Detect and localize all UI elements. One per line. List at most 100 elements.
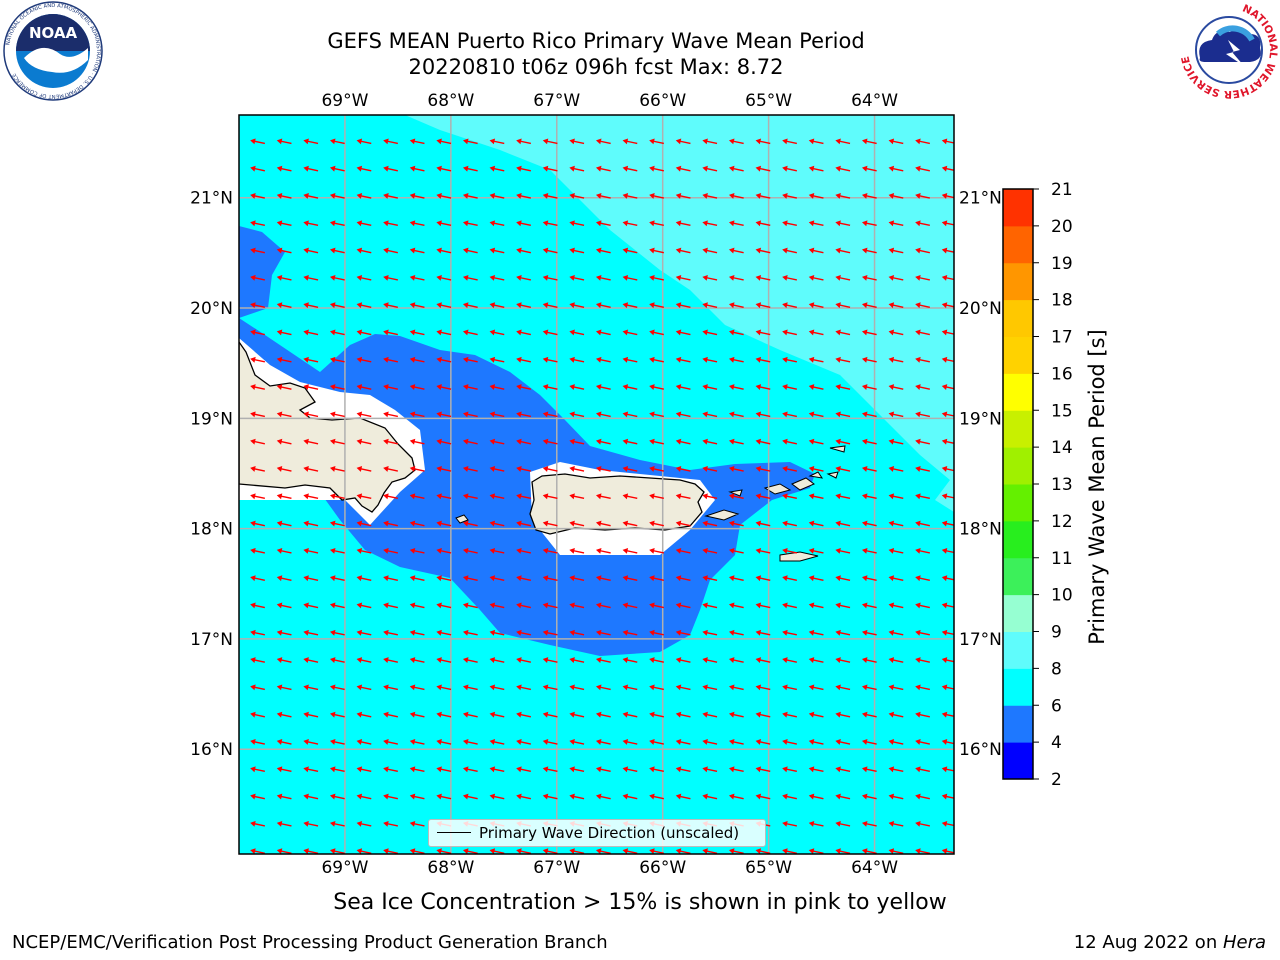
wave-arrow	[941, 629, 954, 636]
wave-arrow	[542, 657, 558, 664]
footer-branch: NCEP/EMC/Verification Post Processing Pr…	[12, 932, 608, 953]
wave-arrow	[595, 193, 611, 199]
wave-arrow	[728, 547, 744, 554]
wave-arrow	[595, 657, 611, 664]
colorbar-tick-label: 9	[1051, 623, 1062, 643]
wave-arrow	[303, 138, 319, 145]
wave-arrow	[250, 356, 265, 363]
wave-arrow	[569, 165, 585, 172]
wave-arrow	[276, 547, 292, 554]
colorbar-segment	[1003, 336, 1033, 374]
wave-arrow	[702, 193, 718, 199]
wave-arrow	[303, 493, 319, 500]
wave-arrow	[622, 629, 638, 636]
lat-tick-label: 18°N	[959, 520, 1002, 540]
wave-arrow	[462, 602, 478, 609]
wave-arrow	[808, 684, 824, 691]
wave-arrow	[702, 848, 718, 854]
wave-arrow	[915, 193, 930, 199]
legend-label: Primary Wave Direction (unscaled)	[479, 824, 740, 842]
wave-arrow	[356, 329, 372, 336]
wave-arrow	[409, 165, 425, 172]
wave-arrow	[861, 629, 877, 636]
wave-arrow	[728, 329, 744, 336]
wave-arrow	[649, 274, 664, 281]
colorbar-segment	[1003, 668, 1033, 706]
wave-arrow	[516, 466, 531, 472]
wave-arrow	[303, 411, 319, 418]
wave-arrow	[915, 384, 930, 391]
wave-arrow	[782, 384, 797, 391]
wave-arrow	[489, 193, 505, 199]
wave-arrow	[702, 766, 718, 773]
wave-arrow	[941, 493, 954, 500]
colorbar-tick-label: 17	[1051, 328, 1073, 348]
wave-arrow	[436, 220, 452, 227]
wave-arrow	[436, 356, 452, 363]
wave-arrow	[888, 657, 904, 664]
wave-arrow	[276, 165, 292, 172]
wave-arrow	[675, 711, 691, 718]
wave-arrow	[888, 739, 904, 745]
wave-arrow	[516, 848, 531, 854]
wave-arrow	[542, 684, 558, 691]
wave-arrow	[489, 602, 505, 609]
wave-arrow	[808, 356, 824, 363]
legend-line-icon	[437, 832, 471, 833]
wave-arrow	[649, 547, 664, 554]
wave-arrow	[303, 684, 319, 691]
wave-arrow	[915, 820, 930, 827]
wave-arrow	[409, 384, 425, 391]
wave-arrow	[861, 438, 877, 445]
wave-arrow	[782, 466, 797, 472]
wave-arrow	[915, 766, 930, 773]
wave-arrow	[702, 684, 718, 691]
wave-arrow	[569, 493, 585, 500]
lat-tick-label: 18°N	[190, 520, 233, 540]
wave-arrow	[728, 602, 744, 609]
colorbar-tick-label: 18	[1051, 291, 1073, 311]
wave-arrow	[462, 411, 478, 418]
wave-arrow	[303, 247, 319, 254]
wave-arrow	[888, 438, 904, 445]
footer-date: 12 Aug 2022 on Hera	[1074, 932, 1266, 953]
wave-arrow	[542, 739, 558, 745]
wave-arrow	[383, 329, 398, 336]
wave-arrow	[622, 438, 638, 445]
wave-arrow	[462, 547, 478, 554]
wave-arrow	[303, 547, 319, 554]
wave-arrow	[276, 820, 292, 827]
lon-tick-label: 64°W	[851, 91, 898, 111]
wave-arrow	[702, 793, 718, 800]
wave-arrow	[622, 547, 638, 554]
wave-arrow	[436, 193, 452, 199]
wave-arrow	[329, 466, 345, 472]
wave-arrow	[542, 602, 558, 609]
wave-arrow	[462, 384, 478, 391]
wave-arrow	[409, 193, 425, 199]
wave-arrow	[861, 493, 877, 500]
puerto-rico-land	[529, 473, 705, 535]
wave-arrow	[542, 575, 558, 582]
wave-arrow	[728, 657, 744, 664]
colorbar-segment	[1003, 299, 1033, 337]
wave-arrow	[276, 138, 292, 145]
wave-arrow	[250, 493, 265, 500]
wave-arrow	[755, 329, 771, 336]
colorbar-tick-label: 12	[1051, 512, 1073, 532]
wave-arrow	[250, 302, 265, 309]
wave-arrow	[489, 793, 505, 800]
wave-arrow	[888, 547, 904, 554]
colorbar-segment	[1003, 594, 1033, 632]
mona-island	[455, 514, 469, 524]
wave-arrow	[915, 165, 930, 172]
wave-arrow	[489, 848, 505, 854]
wave-arrow	[276, 766, 292, 773]
wave-arrow	[861, 220, 877, 227]
wave-arrow	[808, 247, 824, 254]
wave-arrow	[595, 274, 611, 281]
wave-arrow	[489, 575, 505, 582]
wave-arrow	[888, 411, 904, 418]
wave-arrow	[835, 466, 851, 472]
wave-arrow	[941, 302, 954, 309]
